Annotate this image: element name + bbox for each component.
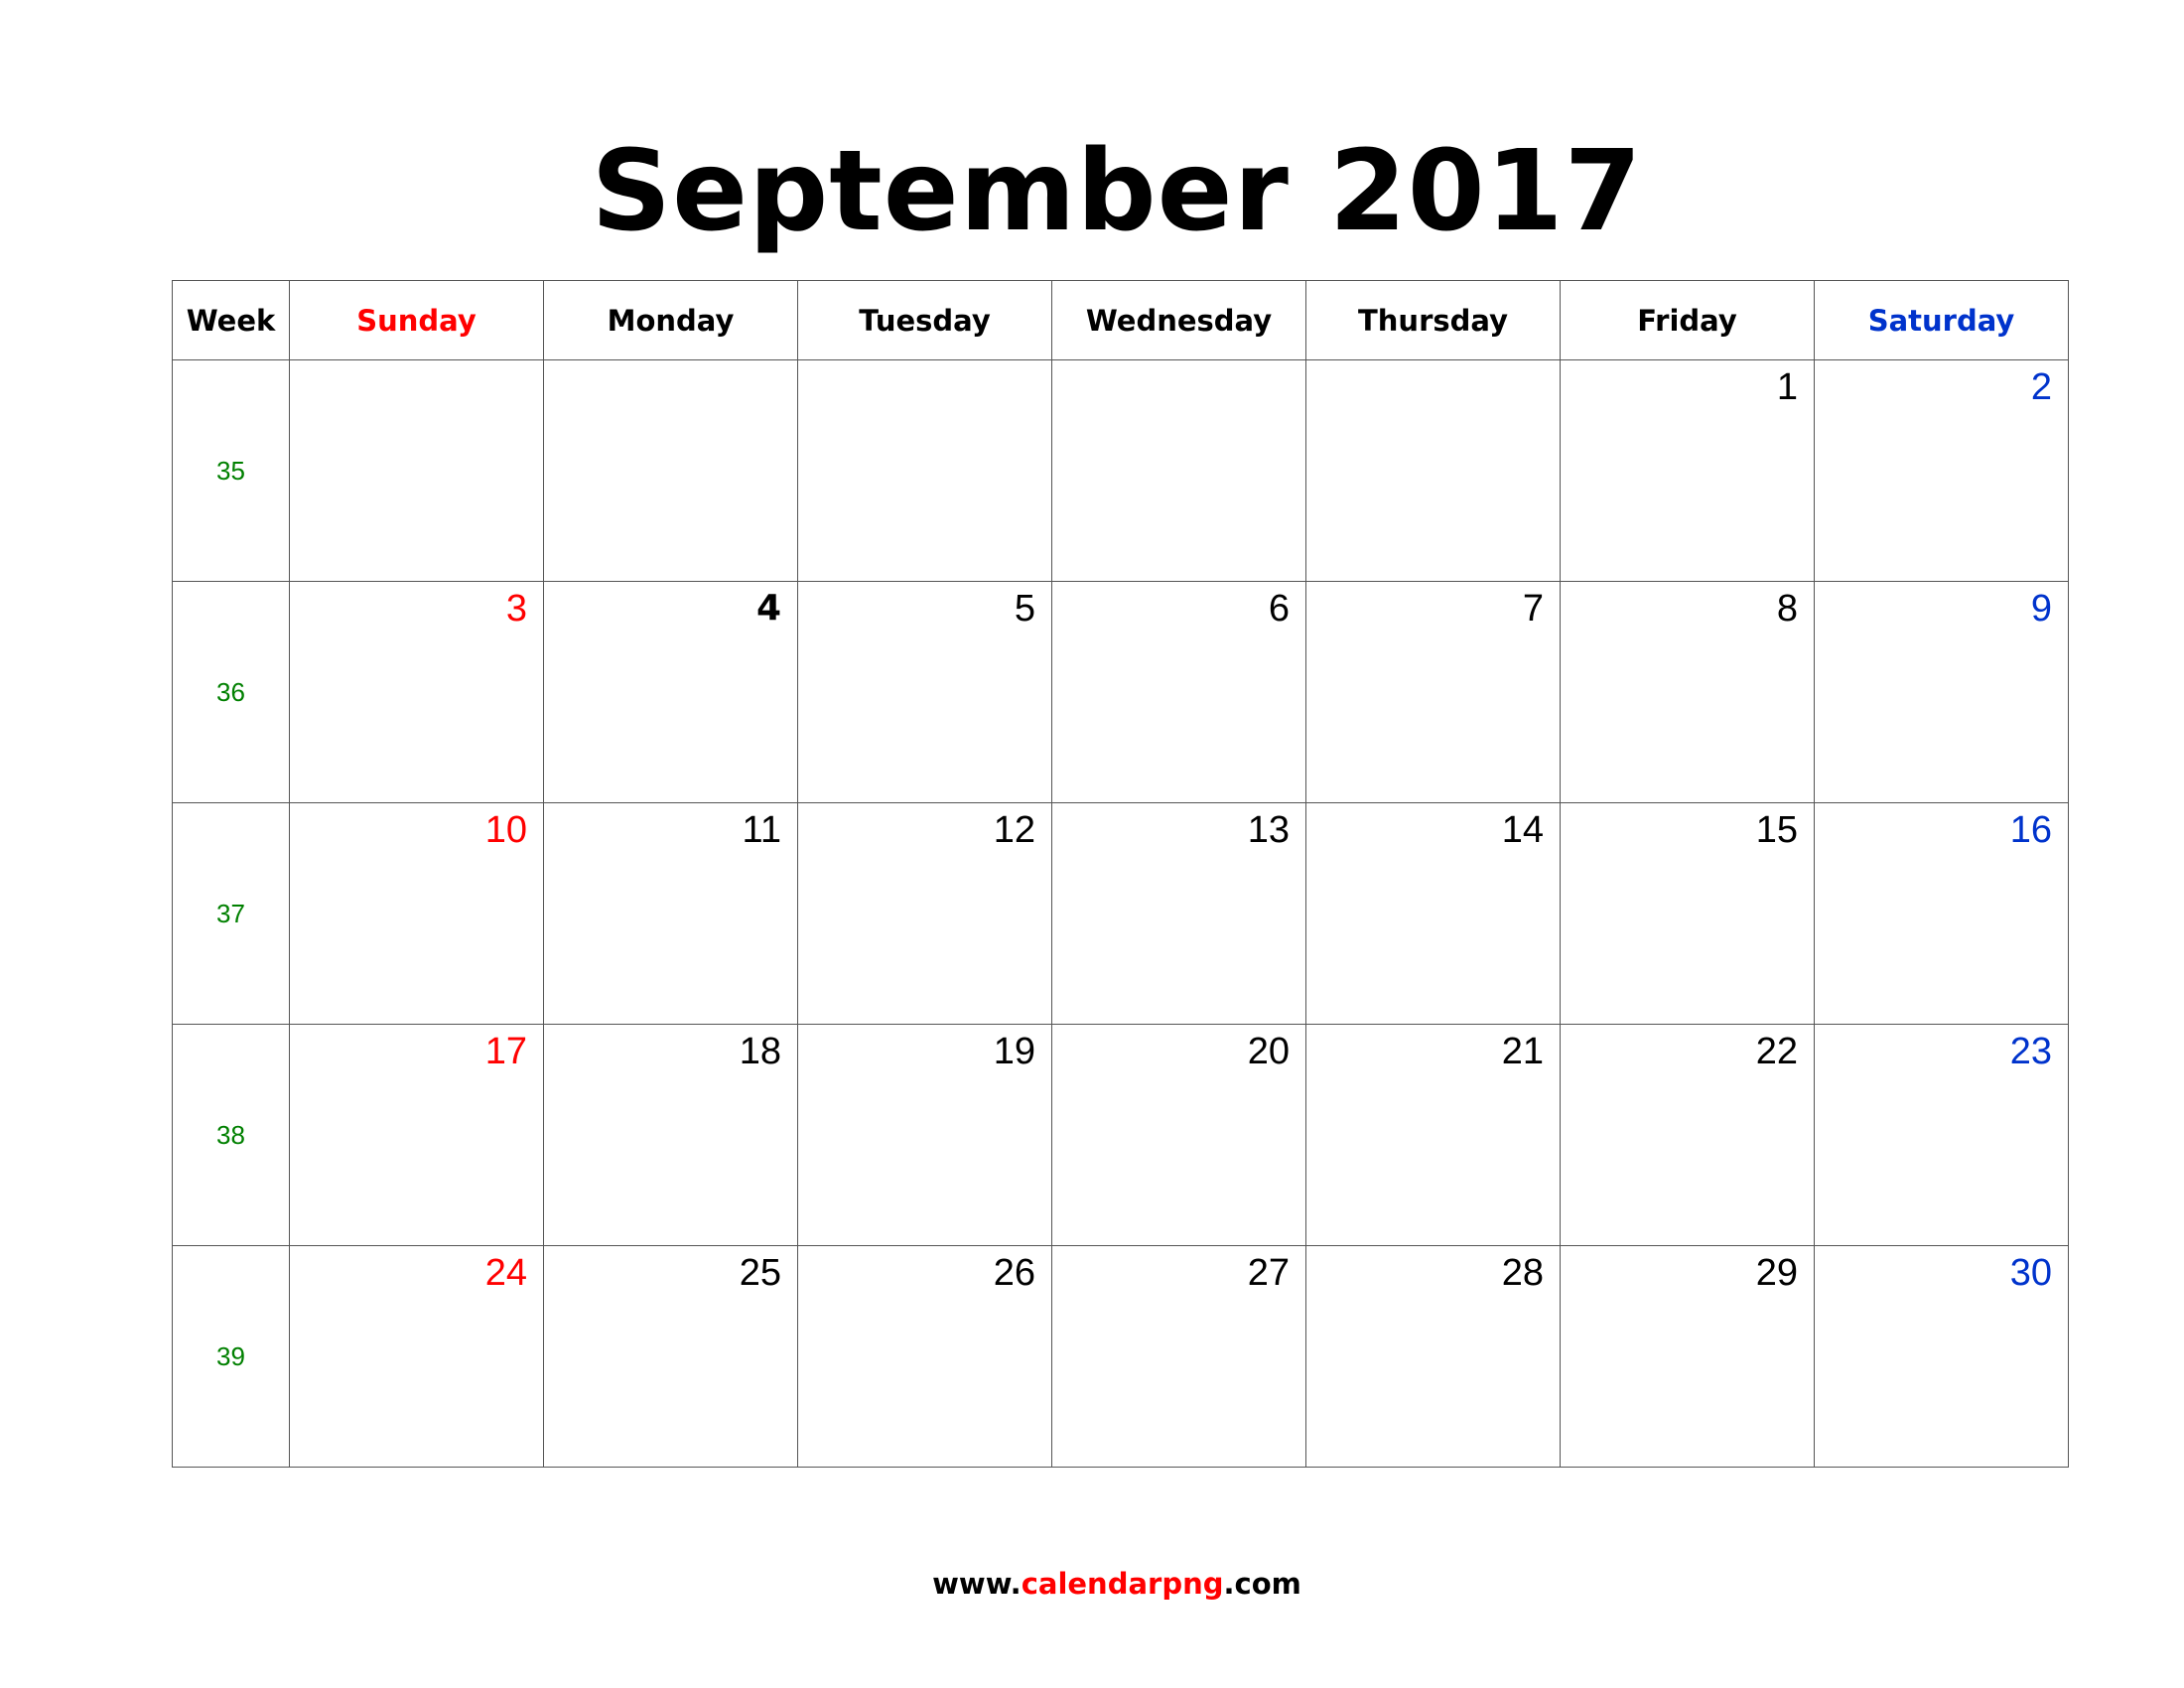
day-cell-monday: 25 [543,1245,798,1468]
day-number [781,387,797,393]
week-row: 35 1 2 [172,359,2069,582]
week-header: Week [172,280,290,360]
day-cell-sunday: 17 [289,1024,544,1246]
week-number: 37 [172,802,290,1025]
day-cell-sunday [289,359,544,582]
day-number: 6 [1268,588,1290,630]
day-header-monday: Monday [543,280,798,360]
day-number: 13 [1247,809,1290,851]
day-number: 5 [1014,588,1035,630]
day-number: 12 [993,809,1035,851]
day-cell-wednesday: 6 [1051,581,1306,803]
day-cell-sunday: 24 [289,1245,544,1468]
day-cell-tuesday: 5 [797,581,1052,803]
day-cell-saturday: 30 [1814,1245,2069,1468]
day-number: 27 [1247,1252,1290,1294]
day-number: 2 [2030,366,2052,408]
day-number [1035,387,1051,393]
day-number: 7 [1522,588,1544,630]
week-number: 35 [172,359,290,582]
day-header-sunday: Sunday [289,280,544,360]
day-cell-saturday: 9 [1814,581,2069,803]
day-number: 21 [1501,1031,1544,1072]
week-number: 39 [172,1245,290,1468]
day-number: 29 [1755,1252,1798,1294]
day-number: 4 [755,588,781,629]
day-number [527,387,543,393]
week-row: 38 17 18 19 20 21 22 23 [172,1024,2069,1246]
day-cell-tuesday: 26 [797,1245,1052,1468]
day-cell-friday: 15 [1560,802,1815,1025]
day-cell-friday: 8 [1560,581,1815,803]
day-cell-tuesday: 19 [797,1024,1052,1246]
day-cell-thursday: 7 [1305,581,1561,803]
day-cell-friday: 22 [1560,1024,1815,1246]
day-number: 24 [484,1252,527,1294]
day-cell-friday: 29 [1560,1245,1815,1468]
week-row: 37 10 11 12 13 14 15 16 [172,802,2069,1025]
day-cell-tuesday [797,359,1052,582]
day-number: 30 [2009,1252,2052,1294]
week-row: 39 24 25 26 27 28 29 30 [172,1245,2069,1468]
day-number: 22 [1755,1031,1798,1072]
day-number: 3 [505,588,527,630]
day-cell-wednesday: 13 [1051,802,1306,1025]
day-number: 20 [1247,1031,1290,1072]
day-number: 15 [1755,809,1798,851]
day-cell-monday: 18 [543,1024,798,1246]
day-cell-sunday: 3 [289,581,544,803]
day-cell-monday: 4 [543,581,798,803]
footer-suffix: .com [1223,1567,1301,1601]
day-cell-friday: 1 [1560,359,1815,582]
footer-prefix: www. [932,1567,1022,1601]
week-row: 36 3 4 5 6 7 8 9 [172,581,2069,803]
day-number: 18 [739,1031,781,1072]
header-row: Week Sunday Monday Tuesday Wednesday Thu… [172,280,2069,360]
day-number: 16 [2009,809,2052,851]
day-number: 26 [993,1252,1035,1294]
day-number: 9 [2030,588,2052,630]
week-number: 36 [172,581,290,803]
day-number: 1 [1776,366,1798,408]
day-cell-saturday: 2 [1814,359,2069,582]
day-number [1290,387,1305,393]
day-header-thursday: Thursday [1305,280,1561,360]
day-number [1544,387,1560,393]
day-cell-sunday: 10 [289,802,544,1025]
day-number: 8 [1776,588,1798,630]
day-number: 25 [739,1252,781,1294]
day-number: 14 [1501,809,1544,851]
day-header-saturday: Saturday [1814,280,2069,360]
page-title: September 2017 [591,127,1643,256]
week-number: 38 [172,1024,290,1246]
calendar-grid: Week Sunday Monday Tuesday Wednesday Thu… [172,280,2069,1468]
footer-brand: calendarpng [1021,1567,1224,1601]
day-header-tuesday: Tuesday [797,280,1052,360]
day-number: 19 [993,1031,1035,1072]
day-header-friday: Friday [1560,280,1815,360]
day-cell-wednesday [1051,359,1306,582]
day-number: 23 [2009,1031,2052,1072]
day-number: 10 [484,809,527,851]
day-cell-thursday: 28 [1305,1245,1561,1468]
day-cell-wednesday: 27 [1051,1245,1306,1468]
day-cell-saturday: 16 [1814,802,2069,1025]
day-cell-thursday: 21 [1305,1024,1561,1246]
day-cell-thursday: 14 [1305,802,1561,1025]
day-cell-saturday: 23 [1814,1024,2069,1246]
day-number: 28 [1501,1252,1544,1294]
day-cell-tuesday: 12 [797,802,1052,1025]
day-cell-monday [543,359,798,582]
day-number: 17 [484,1031,527,1072]
day-cell-wednesday: 20 [1051,1024,1306,1246]
day-cell-monday: 11 [543,802,798,1025]
footer-url: www.calendarpng.com [0,1567,2184,1601]
day-number: 11 [742,809,781,851]
day-header-wednesday: Wednesday [1051,280,1306,360]
day-cell-thursday [1305,359,1561,582]
